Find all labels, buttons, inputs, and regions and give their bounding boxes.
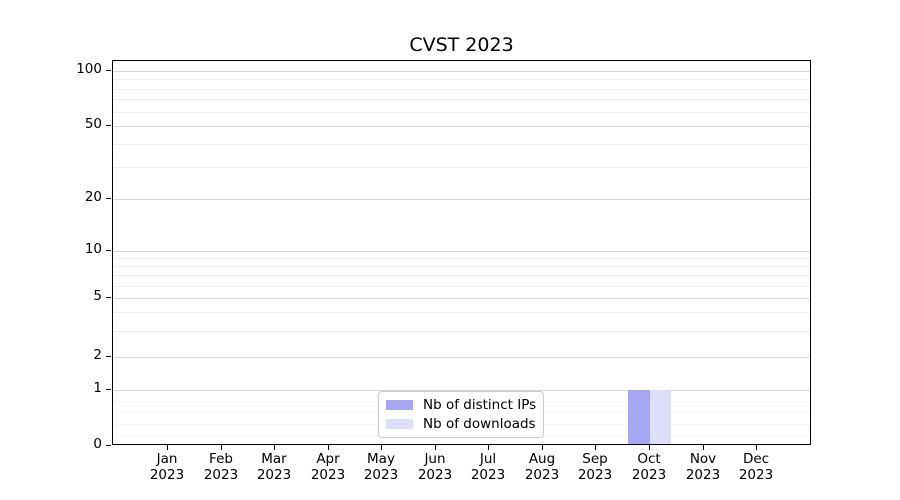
legend-swatch-distinct-ips (386, 400, 413, 410)
y-tick-mark (106, 250, 111, 251)
major-gridline (113, 390, 810, 391)
minor-gridline (113, 331, 810, 332)
legend: Nb of distinct IPs Nb of downloads (378, 391, 544, 438)
y-tick-label: 5 (93, 288, 102, 304)
y-tick-mark (106, 125, 111, 126)
x-tick-mark (328, 445, 329, 450)
x-tick-label: Jan 2023 (149, 451, 185, 483)
minor-gridline (113, 312, 810, 313)
minor-gridline (113, 99, 810, 100)
minor-gridline (113, 79, 810, 80)
legend-label-downloads: Nb of downloads (423, 416, 536, 432)
y-tick-label: 2 (93, 347, 102, 363)
major-gridline (113, 251, 810, 252)
legend-label-distinct-ips: Nb of distinct IPs (423, 397, 537, 413)
legend-item-distinct-ips: Nb of distinct IPs (386, 397, 536, 413)
minor-gridline (113, 286, 810, 287)
y-tick-label: 10 (84, 241, 102, 257)
x-tick-mark (756, 445, 757, 450)
major-gridline (113, 126, 810, 127)
x-tick-mark (649, 445, 650, 450)
legend-swatch-downloads (386, 419, 413, 429)
x-tick-label: May 2023 (363, 451, 399, 483)
minor-gridline (113, 258, 810, 259)
legend-item-downloads: Nb of downloads (386, 416, 536, 432)
x-tick-mark (274, 445, 275, 450)
x-tick-mark (542, 445, 543, 450)
minor-gridline (113, 144, 810, 145)
minor-gridline (113, 167, 810, 168)
bar-nb-of-downloads (649, 390, 672, 444)
x-tick-label: Aug 2023 (524, 451, 560, 483)
x-tick-label: Nov 2023 (685, 451, 721, 483)
x-tick-label: Sep 2023 (577, 451, 613, 483)
chart-title: CVST 2023 (409, 34, 514, 56)
x-tick-label: Jun 2023 (417, 451, 453, 483)
x-tick-label: Mar 2023 (256, 451, 292, 483)
x-tick-label: Feb 2023 (203, 451, 239, 483)
x-tick-mark (703, 445, 704, 450)
x-tick-label: Dec 2023 (738, 451, 774, 483)
bar-nb-of-distinct-ips (628, 390, 650, 444)
major-gridline (113, 199, 810, 200)
x-tick-mark (488, 445, 489, 450)
x-tick-mark (435, 445, 436, 450)
y-tick-label: 50 (84, 116, 102, 132)
minor-gridline (113, 266, 810, 267)
y-tick-mark (106, 297, 111, 298)
x-tick-mark (221, 445, 222, 450)
x-tick-mark (381, 445, 382, 450)
x-tick-mark (167, 445, 168, 450)
y-tick-label: 100 (76, 61, 102, 77)
y-tick-mark (106, 445, 111, 446)
y-tick-label: 0 (93, 436, 102, 452)
y-tick-mark (106, 389, 111, 390)
minor-gridline (113, 275, 810, 276)
major-gridline (113, 71, 810, 72)
y-tick-mark (106, 198, 111, 199)
x-tick-mark (595, 445, 596, 450)
y-tick-mark (106, 356, 111, 357)
x-tick-label: Apr 2023 (310, 451, 346, 483)
y-tick-label: 1 (93, 380, 102, 396)
major-gridline (113, 298, 810, 299)
minor-gridline (113, 89, 810, 90)
major-gridline (113, 357, 810, 358)
y-tick-label: 20 (84, 189, 102, 205)
plot-area (112, 60, 811, 445)
y-tick-mark (106, 70, 111, 71)
minor-gridline (113, 112, 810, 113)
x-tick-label: Jul 2023 (470, 451, 506, 483)
x-tick-label: Oct 2023 (631, 451, 667, 483)
